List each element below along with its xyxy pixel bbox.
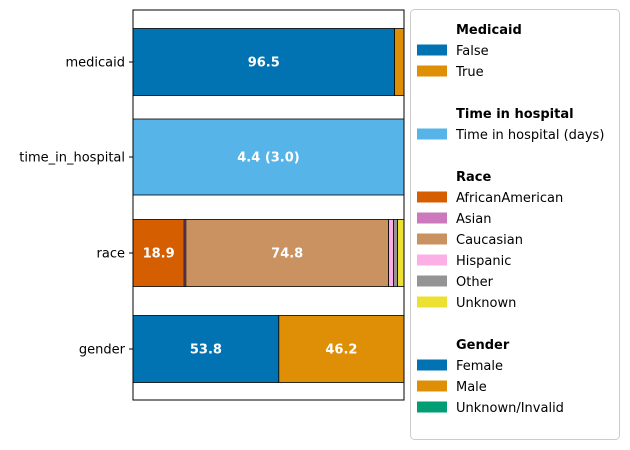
bar-time_in_hospital-0 [132, 118, 405, 196]
legend-swatch [417, 380, 447, 392]
legend-swatch [417, 359, 447, 371]
legend-swatch [417, 296, 447, 308]
legend-item-label: Unknown/Invalid [456, 401, 564, 416]
legend-swatch [417, 128, 447, 140]
bar-race-4 [393, 219, 398, 287]
legend-group-title: Race [456, 170, 491, 185]
legend-item-label: True [455, 65, 484, 80]
bar-race-2 [185, 219, 389, 287]
legend-group-title: Gender [456, 338, 510, 353]
plot-area: 96.5 4.4 (3.0) 18.9 74.8 53.8 46.2 [132, 28, 405, 383]
legend-group-title: Time in hospital [456, 107, 574, 122]
legend-swatch [417, 233, 447, 245]
legend-item-label: AfricanAmerican [456, 191, 563, 206]
legend: Medicaid False True Time in hospital Time in… [410, 9, 620, 440]
bar-value-label: 96.5 [248, 56, 280, 71]
legend-item-label: Asian [456, 212, 491, 227]
legend-item-label: Female [456, 359, 503, 374]
legend-swatch [417, 65, 447, 77]
legend-item-label: Other [456, 275, 494, 290]
legend-swatch [417, 254, 447, 266]
bar-value-label: 4.4 (3.0) [237, 151, 299, 166]
legend-item-label: Time in hospital (days) [455, 128, 604, 143]
bar-race-0 [132, 219, 185, 287]
bar-value-label: 46.2 [325, 343, 357, 358]
legend-box [410, 9, 620, 440]
y-tick-label: race [97, 247, 125, 262]
legend-item-label: Male [456, 380, 487, 395]
bar-value-label: 18.9 [143, 247, 175, 262]
y-tick-label: gender [79, 343, 126, 358]
bar-gender-0 [132, 315, 280, 383]
bar-medicaid-0 [132, 28, 395, 96]
bar-gender-1 [278, 315, 405, 383]
legend-swatch [417, 275, 447, 287]
legend-swatch [417, 212, 447, 224]
plot-frame [132, 9, 405, 401]
legend-item-label: Hispanic [456, 254, 511, 269]
bar-value-label: 53.8 [190, 343, 222, 358]
bar-value-label: 74.8 [271, 247, 303, 262]
legend-item-label: Caucasian [456, 233, 523, 248]
legend-swatch [417, 401, 447, 413]
legend-item-label: False [456, 44, 489, 59]
y-tick-label: time_in_hospital [19, 151, 125, 166]
y-tick-label: medicaid [65, 56, 125, 71]
legend-swatch [417, 44, 447, 56]
bar-race-5 [397, 219, 405, 287]
bar-race-3 [388, 219, 394, 287]
legend-group-title: Medicaid [456, 23, 522, 38]
legend-item-label: Unknown [456, 296, 516, 311]
legend-swatch [417, 191, 447, 203]
bar-medicaid-1 [394, 28, 405, 96]
